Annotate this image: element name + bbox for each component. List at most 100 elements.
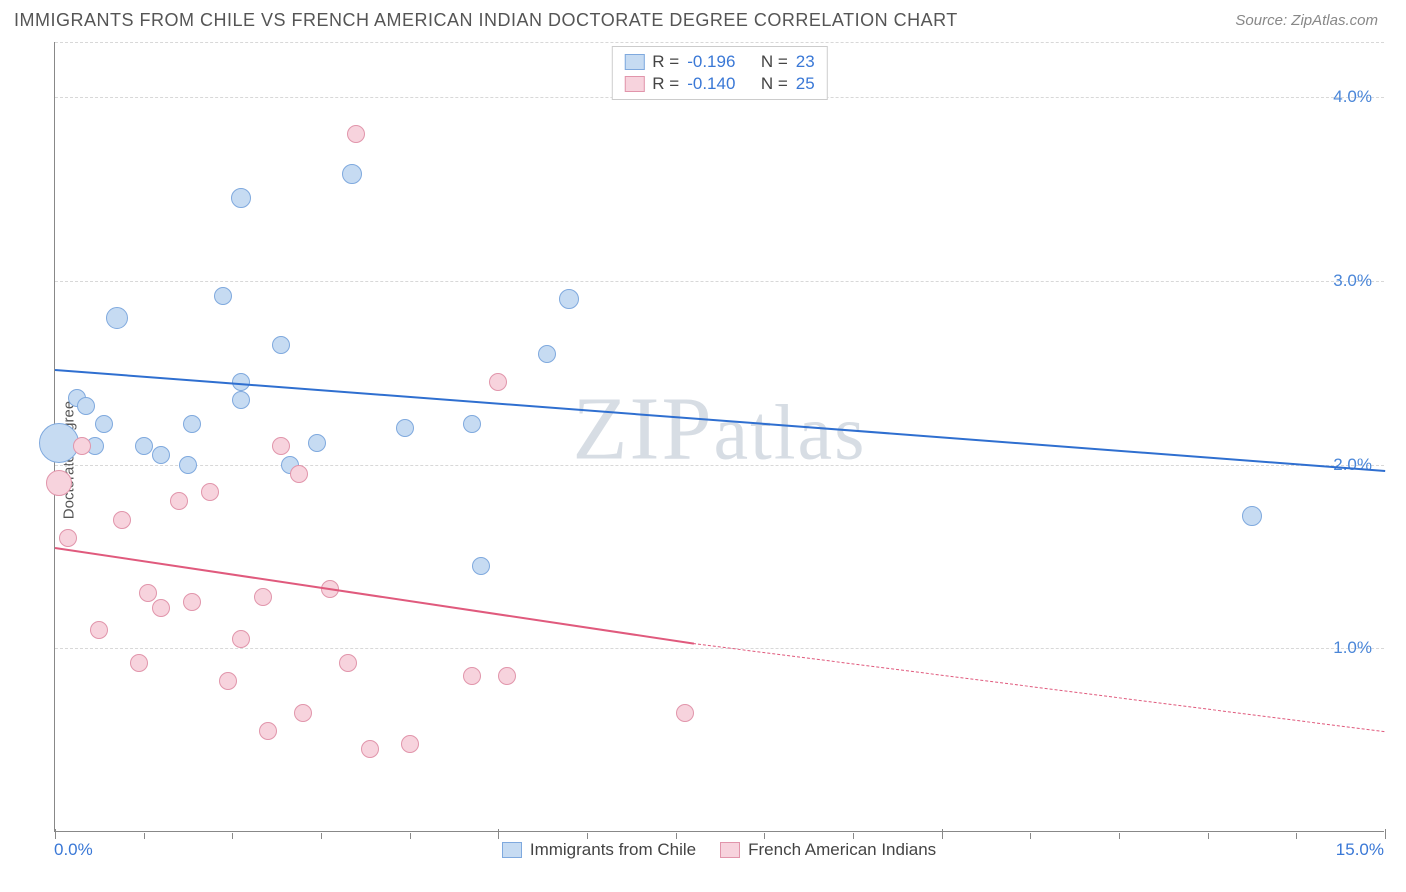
data-point <box>294 704 312 722</box>
x-tick <box>942 829 943 839</box>
x-tick-label: 0.0% <box>54 840 93 860</box>
legend-row-2: R = -0.140 N = 25 <box>612 73 826 95</box>
chart-title: IMMIGRANTS FROM CHILE VS FRENCH AMERICAN… <box>14 10 958 31</box>
legend-n-label: N = <box>761 52 788 72</box>
data-point <box>77 397 95 415</box>
y-tick-label: 1.0% <box>1333 638 1372 658</box>
series-name-2: French American Indians <box>748 840 936 860</box>
series-swatch-2 <box>720 842 740 858</box>
data-point <box>152 446 170 464</box>
data-point <box>106 307 128 329</box>
data-point <box>559 289 579 309</box>
x-tick <box>232 833 233 839</box>
x-tick <box>55 829 56 839</box>
x-tick <box>1030 833 1031 839</box>
series-name-1: Immigrants from Chile <box>530 840 696 860</box>
data-point <box>170 492 188 510</box>
x-tick-label: 15.0% <box>1334 840 1384 860</box>
legend-n-value-1: 23 <box>796 52 815 72</box>
chart-area: Doctorate Degree ZIPatlas R = -0.196 N =… <box>14 42 1392 878</box>
series-legend-item-1: Immigrants from Chile <box>502 840 696 860</box>
data-point <box>308 434 326 452</box>
data-point <box>152 599 170 617</box>
data-point <box>396 419 414 437</box>
data-point <box>347 125 365 143</box>
data-point <box>201 483 219 501</box>
x-tick <box>587 833 588 839</box>
grid-line <box>55 465 1384 466</box>
plot-region: ZIPatlas R = -0.196 N = 23 R = -0.140 N … <box>54 42 1384 832</box>
x-tick <box>498 829 499 839</box>
data-point <box>272 336 290 354</box>
data-point <box>676 704 694 722</box>
data-point <box>1242 506 1262 526</box>
legend-r-label: R = <box>652 74 679 94</box>
x-tick <box>853 833 854 839</box>
data-point <box>538 345 556 363</box>
data-point <box>135 437 153 455</box>
data-point <box>339 654 357 672</box>
data-point <box>179 456 197 474</box>
x-tick <box>676 833 677 839</box>
data-point <box>401 735 419 753</box>
data-point <box>73 437 91 455</box>
data-point <box>272 437 290 455</box>
trend-line <box>55 369 1385 472</box>
data-point <box>498 667 516 685</box>
legend-n-label: N = <box>761 74 788 94</box>
data-point <box>463 415 481 433</box>
data-point <box>183 415 201 433</box>
data-point <box>231 188 251 208</box>
source-prefix: Source: <box>1235 12 1291 29</box>
legend-swatch-1 <box>624 54 644 70</box>
data-point <box>139 584 157 602</box>
data-point <box>113 511 131 529</box>
data-point <box>463 667 481 685</box>
legend-r-value-2: -0.140 <box>687 74 735 94</box>
watermark-zip: ZIP <box>573 379 714 478</box>
trend-line <box>693 643 1385 732</box>
data-point <box>214 287 232 305</box>
data-point <box>95 415 113 433</box>
legend-n-value-2: 25 <box>796 74 815 94</box>
data-point <box>90 621 108 639</box>
y-tick-label: 4.0% <box>1333 87 1372 107</box>
data-point <box>254 588 272 606</box>
x-tick <box>144 833 145 839</box>
data-point <box>361 740 379 758</box>
series-swatch-1 <box>502 842 522 858</box>
x-tick <box>1208 833 1209 839</box>
x-tick <box>321 833 322 839</box>
watermark-atlas: atlas <box>714 388 867 475</box>
data-point <box>232 630 250 648</box>
data-point <box>489 373 507 391</box>
chart-source: Source: ZipAtlas.com <box>1235 12 1378 29</box>
correlation-legend: R = -0.196 N = 23 R = -0.140 N = 25 <box>611 46 827 100</box>
data-point <box>46 470 72 496</box>
legend-row-1: R = -0.196 N = 23 <box>612 51 826 73</box>
y-tick-label: 3.0% <box>1333 271 1372 291</box>
y-tick-label: 2.0% <box>1333 455 1372 475</box>
data-point <box>290 465 308 483</box>
legend-r-value-1: -0.196 <box>687 52 735 72</box>
data-point <box>130 654 148 672</box>
series-legend: Immigrants from Chile French American In… <box>54 840 1384 860</box>
legend-swatch-2 <box>624 76 644 92</box>
data-point <box>232 391 250 409</box>
grid-line <box>55 281 1384 282</box>
x-tick <box>1385 829 1386 839</box>
x-tick <box>1296 833 1297 839</box>
data-point <box>183 593 201 611</box>
x-tick <box>1119 833 1120 839</box>
data-point <box>472 557 490 575</box>
legend-r-label: R = <box>652 52 679 72</box>
data-point <box>59 529 77 547</box>
data-point <box>219 672 237 690</box>
data-point <box>259 722 277 740</box>
grid-line <box>55 648 1384 649</box>
x-tick <box>410 833 411 839</box>
data-point <box>342 164 362 184</box>
grid-line <box>55 42 1384 43</box>
chart-header: IMMIGRANTS FROM CHILE VS FRENCH AMERICAN… <box>0 0 1406 37</box>
x-tick <box>764 833 765 839</box>
